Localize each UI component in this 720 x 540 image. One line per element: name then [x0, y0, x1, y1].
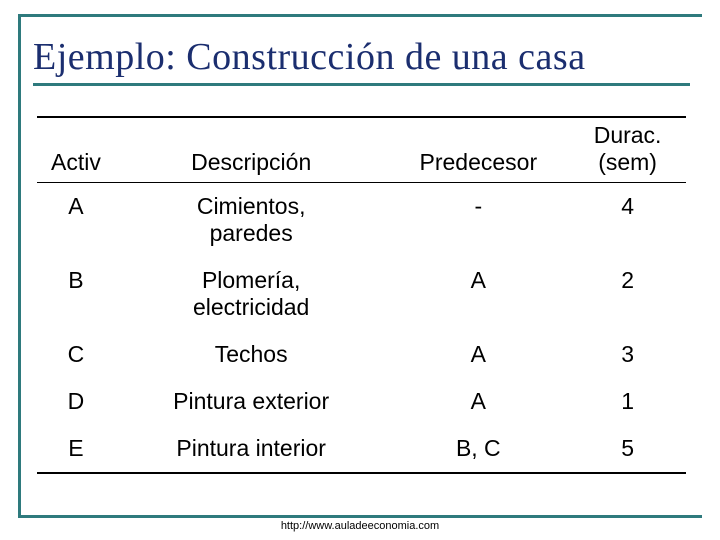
cell-activ: B	[37, 257, 115, 331]
cell-desc: Techos	[115, 331, 388, 378]
cell-dur: 5	[569, 425, 686, 473]
cell-activ: A	[37, 183, 115, 258]
title-block: Ejemplo: Construcción de una casa	[21, 17, 702, 92]
header-activ: Activ	[37, 117, 115, 183]
cell-desc: Pintura exterior	[115, 378, 388, 425]
header-desc: Descripción	[115, 117, 388, 183]
table-row: BPlomería,electricidadA2	[37, 257, 686, 331]
cell-pred: A	[387, 378, 569, 425]
cell-activ: D	[37, 378, 115, 425]
header-dur-line2: (sem)	[598, 149, 657, 175]
cell-activ: C	[37, 331, 115, 378]
cell-pred: -	[387, 183, 569, 258]
table-row: ACimientos,paredes-4	[37, 183, 686, 258]
footer-url: http://www.auladeeconomia.com	[0, 520, 720, 532]
cell-pred: B, C	[387, 425, 569, 473]
slide-frame: Ejemplo: Construcción de una casa Activ …	[18, 14, 702, 518]
table-container: Activ Descripción Predecesor Durac. (sem…	[21, 92, 702, 474]
cell-dur: 1	[569, 378, 686, 425]
cell-pred: A	[387, 331, 569, 378]
cell-desc: Cimientos,paredes	[115, 183, 388, 258]
header-dur: Durac. (sem)	[569, 117, 686, 183]
activities-table: Activ Descripción Predecesor Durac. (sem…	[37, 116, 686, 474]
cell-desc: Pintura interior	[115, 425, 388, 473]
header-pred: Predecesor	[387, 117, 569, 183]
table-row: EPintura interiorB, C5	[37, 425, 686, 473]
title-underline	[33, 83, 690, 86]
slide-title: Ejemplo: Construcción de una casa	[33, 35, 690, 79]
cell-dur: 2	[569, 257, 686, 331]
cell-dur: 3	[569, 331, 686, 378]
cell-dur: 4	[569, 183, 686, 258]
cell-pred: A	[387, 257, 569, 331]
table-row: CTechosA3	[37, 331, 686, 378]
table-header-row: Activ Descripción Predecesor Durac. (sem…	[37, 117, 686, 183]
cell-activ: E	[37, 425, 115, 473]
cell-desc: Plomería,electricidad	[115, 257, 388, 331]
table-body: ACimientos,paredes-4BPlomería,electricid…	[37, 183, 686, 474]
header-dur-line1: Durac.	[594, 122, 662, 148]
table-row: DPintura exteriorA1	[37, 378, 686, 425]
